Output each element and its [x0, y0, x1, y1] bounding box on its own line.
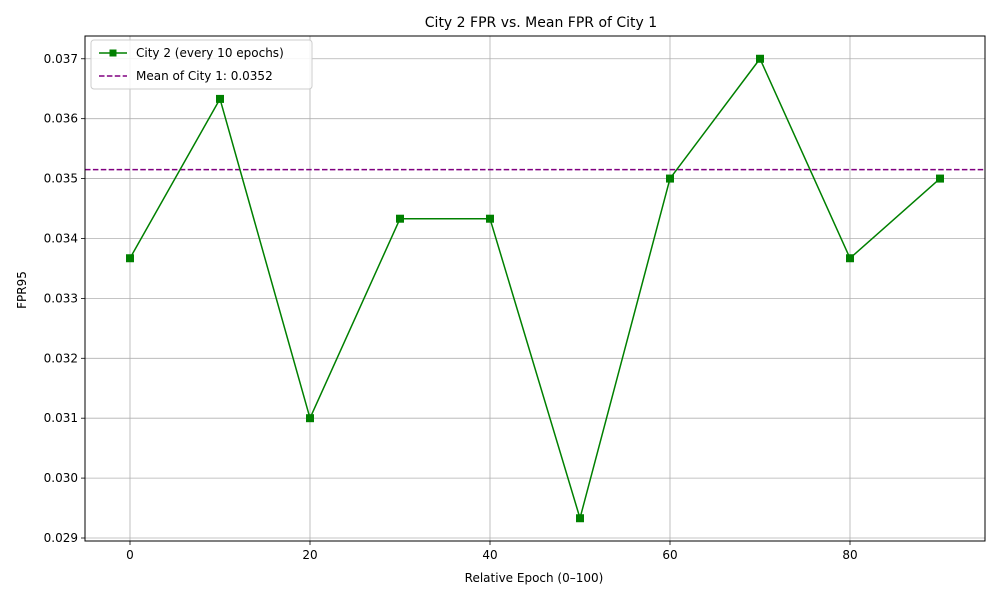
- y-tick-label: 0.037: [44, 52, 78, 66]
- data-point: [396, 214, 404, 223]
- series-line: [129, 58, 941, 519]
- y-tick-label: 0.034: [44, 231, 78, 245]
- y-tick-label: 0.031: [44, 411, 78, 425]
- legend-label-city1-mean: Mean of City 1: 0.0352: [136, 69, 273, 83]
- data-point: [216, 94, 224, 103]
- x-tick-label: 20: [302, 548, 317, 562]
- y-tick-label: 0.032: [44, 351, 78, 365]
- data-point: [756, 54, 764, 63]
- data-point: [486, 214, 494, 223]
- x-tick-label: 40: [482, 548, 497, 562]
- plot-frame: [84, 35, 986, 542]
- data-point: [126, 254, 134, 263]
- legend-box: [90, 39, 313, 90]
- series: [126, 54, 944, 523]
- y-tick-label: 0.035: [44, 172, 78, 186]
- data-point: [306, 414, 314, 423]
- y-tick-label: 0.036: [44, 112, 78, 126]
- x-tick-label: 60: [662, 548, 677, 562]
- data-point: [846, 254, 854, 263]
- x-axis-label: Relative Epoch (0–100): [465, 571, 604, 585]
- y-tick-label: 0.029: [44, 531, 78, 545]
- data-point: [936, 174, 944, 183]
- y-axis-label: FPR95: [15, 271, 29, 309]
- data-point: [666, 174, 674, 183]
- legend: City 2 (every 10 epochs) Mean of City 1:…: [90, 39, 313, 90]
- chart-title: City 2 FPR vs. Mean FPR of City 1: [425, 15, 657, 31]
- legend-marker-city2: [109, 49, 117, 57]
- y-axis-ticks: 0.029 0.030 0.031 0.032 0.033 0.034 0.035 0.036…: [44, 52, 85, 545]
- y-tick-label: 0.030: [44, 471, 78, 485]
- y-tick-label: 0.033: [44, 291, 78, 305]
- legend-label-city2: City 2 (every 10 epochs): [136, 46, 284, 60]
- x-tick-label: 80: [842, 548, 857, 562]
- data-point: [576, 514, 584, 523]
- grid: [85, 36, 985, 541]
- x-tick-label: 0: [126, 548, 134, 562]
- x-axis-ticks: 0 20 40 60 80: [126, 541, 858, 562]
